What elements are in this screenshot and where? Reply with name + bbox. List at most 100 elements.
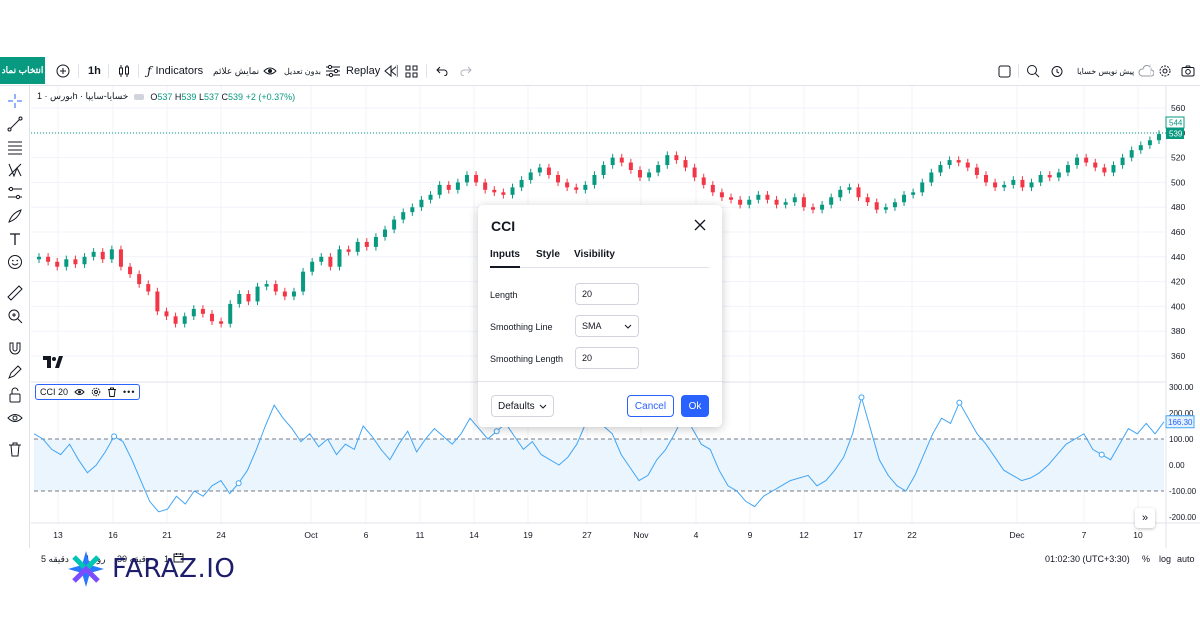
candle-body <box>1102 167 1107 173</box>
log-toggle[interactable]: log <box>1159 554 1172 564</box>
stay-drawing-tool[interactable] <box>4 362 26 382</box>
chart-type-button[interactable] <box>117 57 131 85</box>
tab-inputs[interactable]: Inputs <box>490 249 520 268</box>
gear-icon[interactable] <box>91 387 101 397</box>
cci-indicator-legend[interactable]: CCI 20 ••• <box>35 384 141 400</box>
close-button[interactable] <box>692 217 708 233</box>
candle-body <box>519 179 524 188</box>
fib-tool[interactable] <box>4 137 26 157</box>
magnet-icon <box>9 342 21 355</box>
alert-button[interactable] <box>1050 57 1064 85</box>
range-30-min[interactable]: 30 دقیقه <box>117 554 150 564</box>
time-tick-label: 24 <box>216 530 226 540</box>
candle-body <box>428 194 433 200</box>
brush-tool[interactable] <box>4 206 26 226</box>
candle-body <box>109 249 114 260</box>
smoothing-length-label: Smoothing Length <box>490 354 564 364</box>
candle-body <box>947 160 952 166</box>
lock-tool[interactable] <box>4 385 26 405</box>
time-tick-label: 19 <box>523 530 533 540</box>
undo-button[interactable] <box>436 57 448 85</box>
range-5-min[interactable]: 5 دقیقه <box>41 554 69 564</box>
prediction-tool[interactable] <box>4 183 26 203</box>
candle-body <box>1038 174 1043 183</box>
unadjusted-label: بدون تعدیل <box>284 66 321 76</box>
time-tick-label: 21 <box>162 530 172 540</box>
more-icon[interactable]: ••• <box>123 387 136 397</box>
legend-symbol[interactable]: بورس · 1h · خسایا-سایپا <box>37 91 129 101</box>
symbol-select-button[interactable]: انتخاب نماد <box>0 57 45 84</box>
candle-body <box>128 266 133 275</box>
magnet-tool[interactable] <box>4 339 26 359</box>
high-value: 539 <box>181 91 197 102</box>
fullscreen-button[interactable] <box>998 57 1011 85</box>
candles-icon <box>119 65 129 77</box>
candle-body <box>118 249 123 267</box>
auto-toggle[interactable]: auto <box>1177 554 1195 564</box>
price-tick-label: 560 <box>1171 103 1185 113</box>
pattern-tool[interactable] <box>4 160 26 180</box>
smoothing-line-select[interactable]: SMA <box>575 315 639 337</box>
layout-button[interactable] <box>405 57 418 85</box>
candle-body <box>410 207 415 213</box>
tab-visibility[interactable]: Visibility <box>574 249 615 260</box>
cci-last-label: 166.30 <box>1168 418 1193 427</box>
cancel-button[interactable]: Cancel <box>627 395 674 417</box>
eye-icon[interactable] <box>74 388 85 396</box>
smoothing-length-input[interactable]: 20 <box>575 347 639 369</box>
legend-dash-icon <box>134 93 145 100</box>
redo-button[interactable] <box>460 57 472 85</box>
candle-body <box>273 284 278 292</box>
calendar-icon[interactable] <box>173 552 184 565</box>
candle-body <box>255 286 260 302</box>
defaults-dropdown[interactable]: Defaults <box>491 395 554 417</box>
quick-search-button[interactable] <box>1026 57 1040 85</box>
interval-button[interactable]: 1h <box>88 65 101 77</box>
publish-button[interactable]: پیش نویس خسایا <box>1077 57 1155 85</box>
candle-body <box>920 182 925 193</box>
trend-line-tool[interactable] <box>4 114 26 134</box>
candle-body <box>301 271 306 292</box>
top-toolbar: انتخاب نماد 1h ƒ Indicators نمایش علائم … <box>0 57 1200 85</box>
ok-button[interactable]: Ok <box>681 395 709 417</box>
price-chart[interactable]: 560540520500480460440420400380360 300.00… <box>31 86 1200 548</box>
icon-tool[interactable] <box>4 252 26 272</box>
settings-button[interactable] <box>1158 57 1172 85</box>
hide-drawings-tool[interactable] <box>4 408 26 428</box>
percent-toggle[interactable]: % <box>1142 554 1151 564</box>
candle-body <box>929 172 934 183</box>
clock-timezone[interactable]: 01:02:30 (UTC+3:30) <box>1045 554 1130 564</box>
zoom-tool[interactable] <box>4 306 26 326</box>
tradingview-logo-icon[interactable] <box>43 356 63 372</box>
scroll-to-realtime-button[interactable]: » <box>1135 508 1155 528</box>
time-tick-label: 7 <box>1082 530 1087 540</box>
search-icon <box>1027 65 1040 78</box>
range-1[interactable]: 1 <box>164 554 170 564</box>
remove-drawings-tool[interactable] <box>4 439 26 459</box>
candle-body <box>137 274 142 285</box>
text-tool[interactable] <box>4 229 26 249</box>
lock-icon <box>9 387 21 403</box>
cci-tick-label: 0.00 <box>1169 461 1185 470</box>
ruler-icon <box>7 285 23 301</box>
indicators-button[interactable]: ƒ Indicators <box>147 57 203 85</box>
chart-area[interactable]: 560540520500480460440420400380360 300.00… <box>31 86 1200 548</box>
trash-icon[interactable] <box>107 387 117 397</box>
time-tick-label: 17 <box>853 530 863 540</box>
length-input[interactable]: 20 <box>575 283 639 305</box>
dialog-title: CCI <box>491 218 516 234</box>
candle-body <box>210 313 215 322</box>
candle-body <box>501 192 506 195</box>
adjustment-button[interactable]: بدون تعدیل <box>284 57 341 85</box>
replay-button[interactable]: Replay <box>346 57 398 85</box>
candle-body <box>956 160 961 163</box>
cci-marker <box>111 433 118 440</box>
crosshair-tool[interactable] <box>4 91 26 111</box>
candle-body <box>219 321 224 324</box>
measure-tool[interactable] <box>4 283 26 303</box>
show-symbols-button[interactable]: نمایش علائم <box>213 57 277 85</box>
tab-style[interactable]: Style <box>536 249 560 260</box>
add-symbol-button[interactable] <box>56 57 70 85</box>
snapshot-button[interactable] <box>1181 57 1195 85</box>
candle-body <box>856 187 861 198</box>
